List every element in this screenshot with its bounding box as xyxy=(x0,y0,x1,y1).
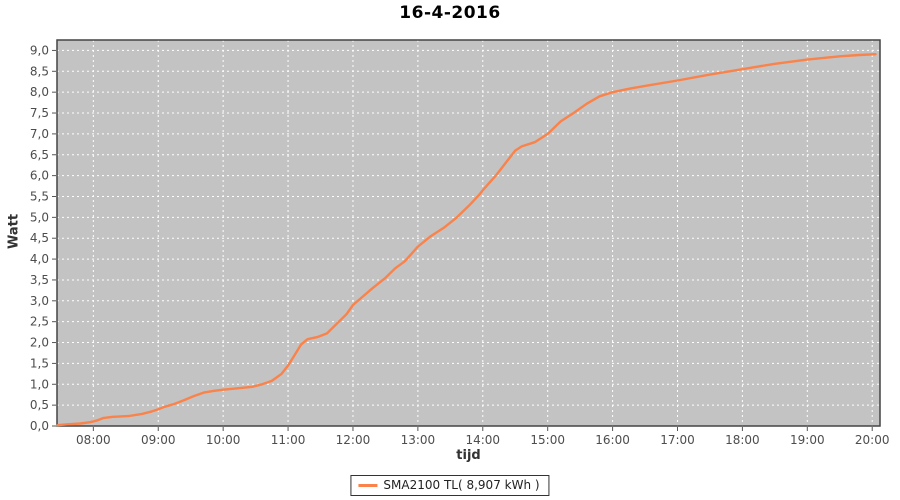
y-tick-label: 2,5 xyxy=(30,315,49,329)
y-tick-label: 5,5 xyxy=(30,189,49,203)
x-tick-label: 09:00 xyxy=(141,433,176,447)
plot-border xyxy=(56,39,881,427)
x-tick-label: 13:00 xyxy=(401,433,436,447)
x-tick-label: 19:00 xyxy=(790,433,825,447)
chart-title: 16-4-2016 xyxy=(399,3,501,23)
y-tick-label: 0,5 xyxy=(30,398,49,412)
y-tick-label: 1,5 xyxy=(30,356,49,370)
y-tick-label: 8,5 xyxy=(30,64,49,78)
plot-background xyxy=(57,40,880,426)
x-tick-label: 18:00 xyxy=(725,433,760,447)
y-tick-label: 6,5 xyxy=(30,148,49,162)
legend-label: SMA2100 TL( 8,907 kWh ) xyxy=(383,478,540,492)
y-tick-label: 4,0 xyxy=(30,252,49,266)
legend: SMA2100 TL( 8,907 kWh ) xyxy=(350,475,550,496)
x-tick-label: 08:00 xyxy=(76,433,111,447)
y-tick-label: 5,0 xyxy=(30,210,49,224)
x-tick-label: 14:00 xyxy=(465,433,500,447)
y-tick-label: 3,0 xyxy=(30,294,49,308)
y-axis-title: Watt xyxy=(6,213,22,250)
x-tick-label: 12:00 xyxy=(336,433,371,447)
series-line xyxy=(56,53,877,427)
x-tick-label: 16:00 xyxy=(595,433,630,447)
x-tick-label: 15:00 xyxy=(530,433,565,447)
y-tick-label: 2,0 xyxy=(30,336,49,350)
y-tick-label: 6,0 xyxy=(30,169,49,183)
x-tick-label: 10:00 xyxy=(206,433,241,447)
x-axis-title: tijd xyxy=(456,448,481,463)
y-tick-label: 0,0 xyxy=(30,419,49,433)
x-tick-label: 11:00 xyxy=(271,433,306,447)
y-tick-label: 7,5 xyxy=(30,106,49,120)
plot-area: 08:00 09:00 10:00 11:00 12:00 13:00 14:00 15:00… xyxy=(30,39,890,447)
x-tick-label: 17:00 xyxy=(660,433,695,447)
y-tick-label: 3,5 xyxy=(30,273,49,287)
y-tick-label: 7,0 xyxy=(30,127,49,141)
x-tick-label: 20:00 xyxy=(855,433,890,447)
y-tick-label: 4,5 xyxy=(30,231,49,245)
legend-line-swatch xyxy=(358,483,378,487)
y-tick-label: 8,0 xyxy=(30,85,49,99)
y-tick-label: 1,0 xyxy=(30,377,49,391)
y-tick-label: 9,0 xyxy=(30,43,49,57)
